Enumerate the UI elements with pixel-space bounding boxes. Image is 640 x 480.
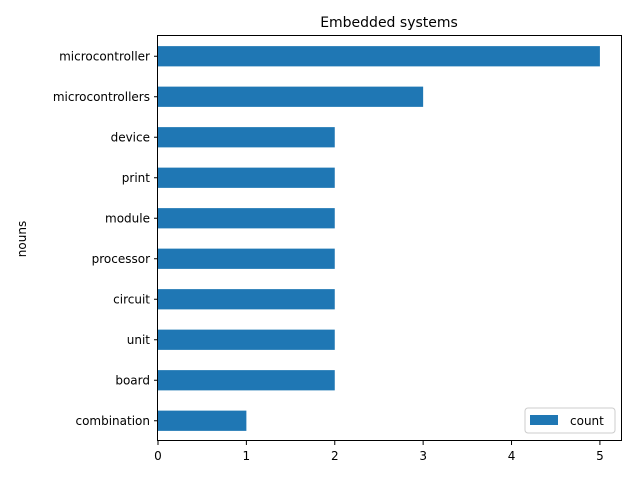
bar-circuit (158, 289, 335, 310)
plot-area-frame (157, 35, 622, 441)
y-ticks-group: microcontroller microcontrollers device pri… (53, 49, 158, 428)
y-tick-label: print (122, 171, 150, 185)
y-tick-label: combination (75, 414, 150, 428)
bar-module (158, 208, 335, 229)
x-tick-label: 3 (419, 449, 427, 463)
x-tick-label: 1 (243, 449, 251, 463)
bar-microcontroller (158, 46, 600, 67)
bar-combination (158, 410, 247, 431)
bar-unit (158, 329, 335, 350)
y-tick-label: circuit (113, 292, 150, 306)
bar-board (158, 370, 335, 391)
x-tick-label: 4 (508, 449, 516, 463)
y-tick-label: microcontrollers (53, 90, 150, 104)
x-tick-label: 2 (331, 449, 339, 463)
y-tick-label: board (115, 373, 150, 387)
x-tick-label: 5 (596, 449, 604, 463)
y-tick-label: unit (127, 333, 151, 347)
legend-box (524, 407, 616, 434)
y-axis-label: nouns (15, 221, 29, 257)
bar-processor (158, 248, 335, 269)
bars-group (158, 46, 600, 431)
bar-print (158, 167, 335, 188)
y-tick-label: microcontroller (59, 49, 150, 63)
x-ticks-group: 0 1 2 3 4 5 (154, 441, 604, 463)
chart-title: Embedded systems (320, 15, 458, 31)
bar-device (158, 127, 335, 148)
legend-swatch (530, 415, 558, 425)
bar-microcontrollers (158, 86, 424, 107)
x-tick-label: 0 (154, 449, 162, 463)
y-tick-label: device (111, 130, 150, 144)
legend-label: count (570, 414, 604, 428)
y-tick-label: processor (92, 252, 150, 266)
y-tick-label: module (105, 211, 150, 225)
legend: count (524, 407, 616, 434)
